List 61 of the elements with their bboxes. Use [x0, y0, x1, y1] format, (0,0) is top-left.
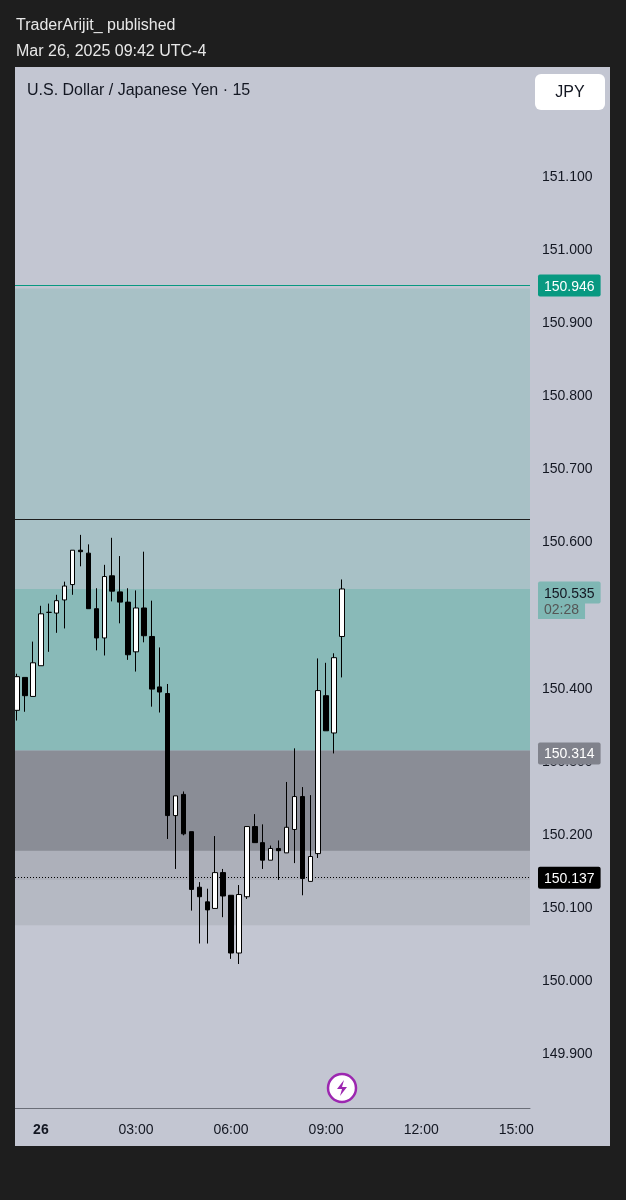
candlestick	[86, 543, 91, 610]
y-tick-label: 150.800	[542, 387, 593, 404]
candlestick	[205, 888, 210, 945]
y-tick-label: 150.600	[542, 533, 593, 550]
y-tick-label: 150.700	[542, 460, 593, 477]
text: 02:28	[544, 600, 580, 617]
candlestick	[133, 589, 139, 673]
candlestick	[252, 813, 258, 844]
candlestick	[149, 600, 155, 708]
ref-line-label: 150.946	[544, 277, 595, 294]
candlestick	[268, 845, 273, 861]
candlestick	[94, 587, 99, 651]
candlestick	[30, 641, 36, 697]
text: JPY	[535, 74, 605, 110]
x-tick-label: 09:00	[308, 1121, 344, 1137]
y-tick-label: 149.900	[542, 1045, 593, 1062]
candlestick	[315, 657, 321, 859]
candlestick	[197, 881, 202, 945]
candlestick	[331, 652, 337, 754]
text: U.S. Dollar / Japanese Yen · 15	[27, 80, 251, 98]
candlestick	[260, 823, 265, 870]
candlestick	[181, 790, 186, 836]
ref-line-label: 150.137	[544, 869, 595, 886]
text: Mar 26, 2025 09:42 UTC-4	[16, 41, 207, 61]
candlestick	[157, 646, 162, 714]
candlestick	[284, 781, 289, 854]
candlestick	[46, 603, 52, 653]
candlestick	[15, 673, 20, 722]
candlestick	[70, 549, 75, 596]
y-tick-label: 150.400	[542, 679, 593, 696]
x-tick-label: 26	[33, 1121, 49, 1137]
candlestick	[339, 578, 345, 678]
candlestick	[236, 884, 242, 965]
candlestick	[109, 537, 115, 602]
band-label: 150.535	[544, 584, 595, 601]
candlestick	[292, 747, 297, 864]
y-tick-label: 150.000	[542, 972, 593, 989]
x-tick-label: 03:00	[118, 1121, 154, 1137]
candlestick	[323, 662, 329, 732]
y-tick-label: 150.900	[542, 314, 593, 331]
candlestick	[117, 555, 123, 624]
x-tick-label: 06:00	[213, 1121, 249, 1137]
candlestick	[102, 564, 107, 656]
band-label: 150.314	[544, 745, 595, 762]
candlestick	[78, 534, 83, 567]
text: TraderArijit_ published	[16, 15, 177, 35]
candlestick	[173, 795, 178, 870]
y-tick-label: 150.100	[542, 898, 593, 915]
candlestick	[228, 894, 234, 960]
y-tick-label: 151.000	[542, 241, 593, 258]
candlestick	[62, 581, 67, 629]
y-tick-label: 151.100	[542, 167, 593, 184]
candlestick	[54, 594, 59, 634]
x-tick-label: 12:00	[403, 1121, 439, 1137]
candlestick	[22, 676, 28, 713]
x-tick-label: 15:00	[498, 1121, 534, 1137]
y-tick-label: 150.200	[542, 825, 593, 842]
candlestick	[165, 683, 170, 840]
candlestick	[38, 605, 44, 667]
candlestick	[141, 551, 147, 643]
candlestick	[125, 587, 131, 661]
